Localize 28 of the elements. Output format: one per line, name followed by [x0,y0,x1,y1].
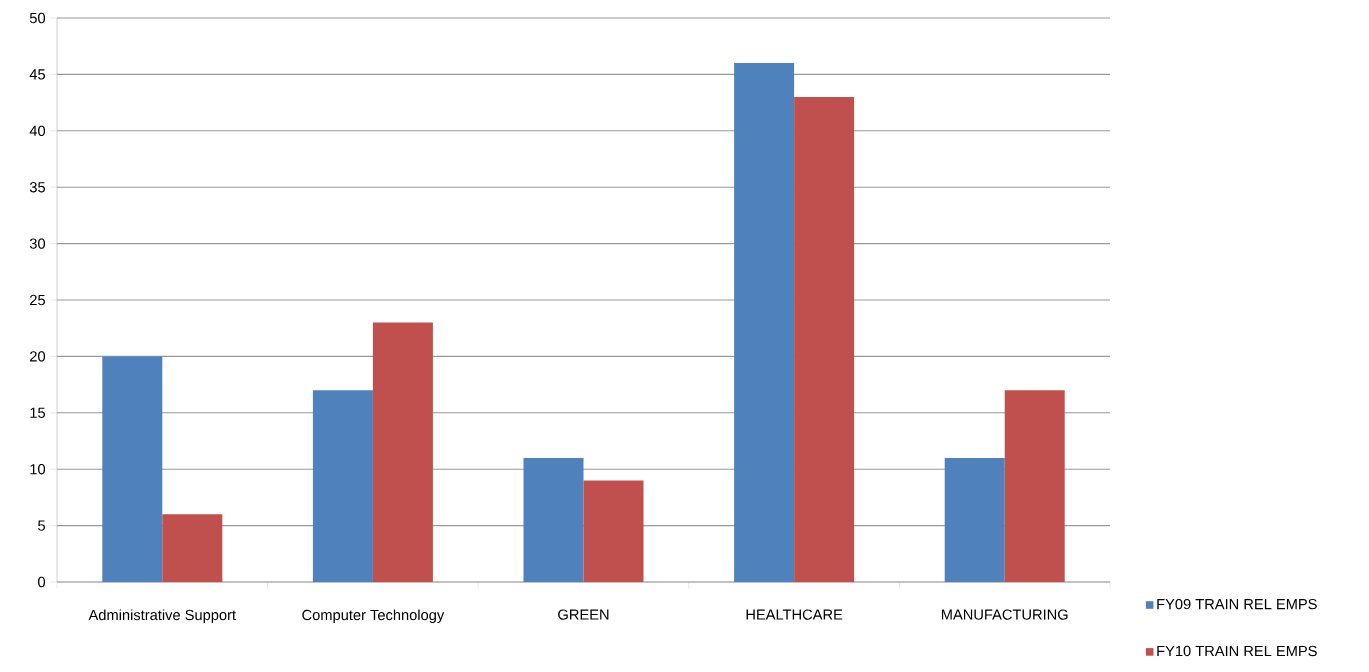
legend-label: FY10 TRAIN REL EMPS [1157,645,1317,657]
y-tick-label: 25 [30,294,45,306]
y-tick-label: 45 [29,69,45,80]
y-tick-label: 0 [38,576,46,588]
bar [312,390,373,582]
y-tick-label: 10 [30,464,46,475]
x-tick-label: Administrative Support [88,609,236,624]
bar [102,356,163,582]
x-tick-label: HEALTHCARE [746,609,843,620]
y-tick-label: 35 [29,182,45,193]
x-tick-label: MANUFACTURING [941,609,1068,620]
y-tick-label: 15 [30,407,45,418]
y-tick-label: 5 [38,520,45,531]
y-tick-label: 30 [29,238,46,249]
bar [944,457,1005,582]
x-tick-label: GREEN [558,609,609,620]
bar [583,480,644,582]
bar [734,63,795,582]
y-tick-label: 40 [29,125,46,136]
x-tick-label: Computer Technology [302,609,445,624]
bar [523,457,584,582]
y-tick-label: 20 [30,351,46,362]
y-tick-label: 50 [29,12,46,24]
bar [794,96,855,582]
bar [162,514,223,582]
legend-label: FY09 TRAIN REL EMPS [1157,598,1317,610]
bar [372,322,433,582]
bar [1004,390,1065,582]
